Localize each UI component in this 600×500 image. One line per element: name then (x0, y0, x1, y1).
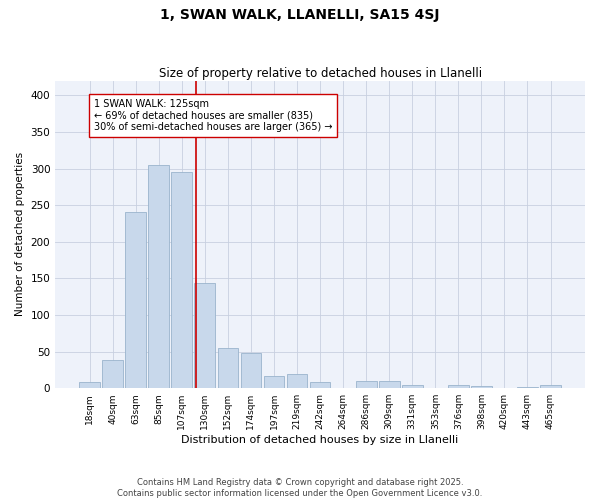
Text: 1 SWAN WALK: 125sqm
← 69% of detached houses are smaller (835)
30% of semi-detac: 1 SWAN WALK: 125sqm ← 69% of detached ho… (94, 99, 332, 132)
Bar (102, 360, 123, 388)
Bar (125, 212, 146, 388)
Bar (540, 386, 561, 388)
Bar (448, 386, 469, 388)
Bar (263, 376, 284, 388)
Title: Size of property relative to detached houses in Llanelli: Size of property relative to detached ho… (158, 66, 482, 80)
Bar (194, 284, 215, 388)
Bar (356, 381, 377, 388)
Bar (172, 172, 192, 388)
X-axis label: Distribution of detached houses by size in Llanelli: Distribution of detached houses by size … (181, 435, 459, 445)
Bar (218, 348, 238, 388)
Bar (241, 353, 262, 388)
Y-axis label: Number of detached properties: Number of detached properties (15, 152, 25, 316)
Bar (79, 382, 100, 388)
Bar (310, 382, 331, 388)
Bar (148, 165, 169, 388)
Bar (379, 381, 400, 388)
Bar (471, 386, 492, 388)
Text: Contains HM Land Registry data © Crown copyright and database right 2025.
Contai: Contains HM Land Registry data © Crown c… (118, 478, 482, 498)
Text: 1, SWAN WALK, LLANELLI, SA15 4SJ: 1, SWAN WALK, LLANELLI, SA15 4SJ (160, 8, 440, 22)
Bar (402, 384, 422, 388)
Bar (287, 374, 307, 388)
